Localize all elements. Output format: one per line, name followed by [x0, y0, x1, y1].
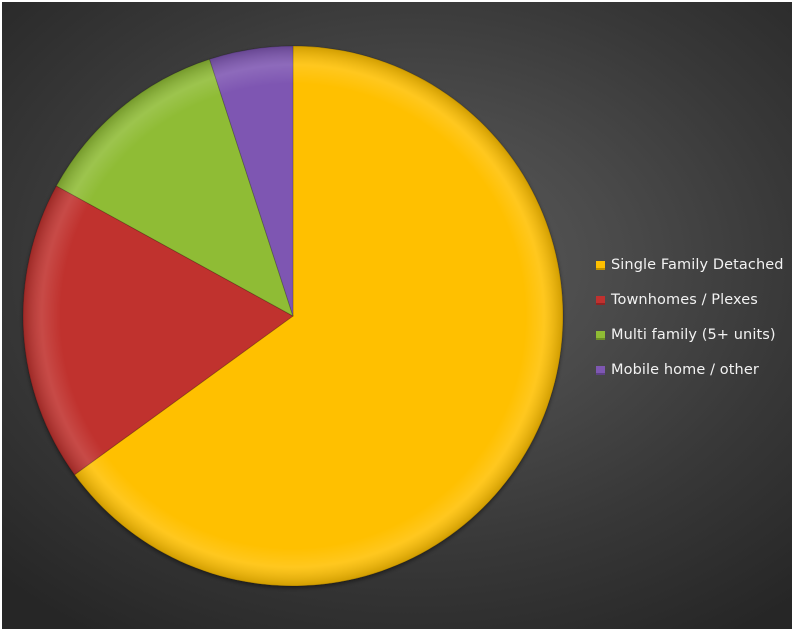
legend-swatch-multi-family [596, 330, 605, 340]
legend-item: Multi family (5+ units) [596, 322, 784, 348]
legend: Single Family Detached Townhomes / Plexe… [596, 252, 784, 392]
legend-label: Multi family (5+ units) [611, 327, 776, 343]
legend-item: Mobile home / other [596, 357, 784, 383]
legend-label: Mobile home / other [611, 362, 759, 378]
legend-item: Single Family Detached [596, 252, 784, 278]
legend-swatch-mobile-home [596, 365, 605, 375]
legend-label: Single Family Detached [611, 257, 784, 273]
legend-swatch-townhomes [596, 295, 605, 305]
legend-label: Townhomes / Plexes [611, 292, 758, 308]
legend-swatch-single-family [596, 260, 605, 270]
legend-item: Townhomes / Plexes [596, 287, 784, 313]
